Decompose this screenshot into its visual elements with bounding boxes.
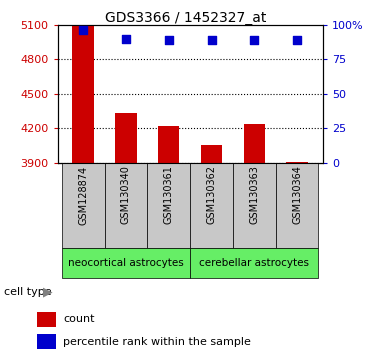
- Point: [251, 37, 257, 43]
- Bar: [233, 163, 276, 248]
- Text: cerebellar astrocytes: cerebellar astrocytes: [199, 258, 309, 268]
- Bar: [62, 163, 105, 248]
- Bar: [244, 124, 265, 163]
- Text: GSM130362: GSM130362: [207, 165, 217, 224]
- Bar: [72, 26, 94, 163]
- Bar: [190, 248, 318, 278]
- Bar: [62, 248, 190, 278]
- Text: GSM130340: GSM130340: [121, 165, 131, 224]
- Point: [294, 37, 300, 43]
- Bar: [147, 163, 190, 248]
- Bar: [286, 162, 308, 163]
- Text: GSM130364: GSM130364: [292, 165, 302, 224]
- Text: GSM128874: GSM128874: [78, 165, 88, 224]
- Text: GSM130361: GSM130361: [164, 165, 174, 224]
- Bar: [158, 126, 180, 163]
- Point: [209, 37, 214, 43]
- Bar: [201, 145, 222, 163]
- Text: cell type: cell type: [4, 287, 55, 297]
- Bar: [105, 163, 147, 248]
- Bar: [276, 163, 318, 248]
- Text: ▶: ▶: [43, 286, 52, 298]
- Point: [123, 36, 129, 41]
- Text: GDS3366 / 1452327_at: GDS3366 / 1452327_at: [105, 11, 266, 25]
- Text: neocortical astrocytes: neocortical astrocytes: [68, 258, 184, 268]
- Text: percentile rank within the sample: percentile rank within the sample: [63, 337, 251, 347]
- Bar: [37, 334, 56, 349]
- Bar: [115, 113, 137, 163]
- Text: count: count: [63, 314, 95, 324]
- Point: [166, 37, 172, 43]
- Bar: [37, 312, 56, 327]
- Text: GSM130363: GSM130363: [249, 165, 259, 224]
- Point: [80, 28, 86, 33]
- Bar: [190, 163, 233, 248]
